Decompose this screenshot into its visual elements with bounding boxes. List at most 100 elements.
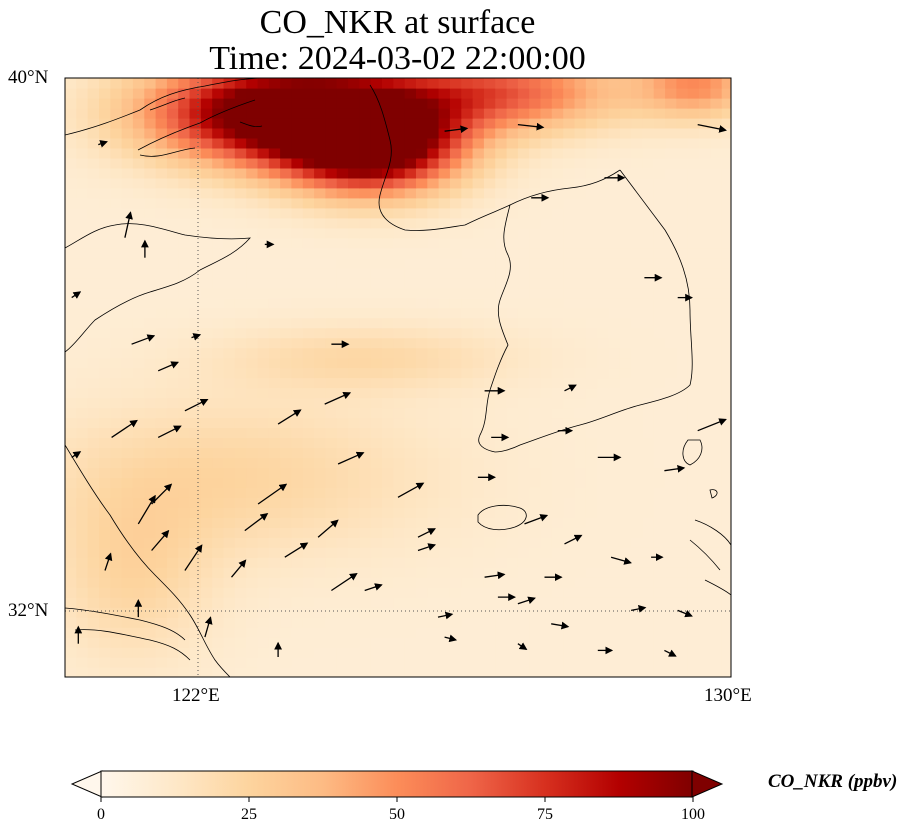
field-cell — [438, 217, 451, 229]
field-cell — [574, 467, 587, 478]
field-cell — [653, 627, 666, 638]
field-cell — [76, 667, 89, 677]
field-cell — [382, 637, 394, 648]
field-cell — [121, 577, 134, 588]
field-cell — [665, 267, 677, 279]
field-cell — [325, 78, 338, 89]
field-cell — [359, 237, 372, 249]
field-cell — [110, 427, 123, 438]
field-cell — [257, 557, 270, 568]
field-cell — [257, 597, 270, 608]
field-cell — [212, 417, 225, 428]
field-cell — [155, 357, 168, 369]
field-cell — [710, 197, 723, 209]
field-cell — [280, 247, 292, 259]
field-cell — [721, 287, 731, 299]
field-cell — [721, 197, 731, 209]
field-cell — [449, 217, 462, 229]
field-cell — [257, 517, 270, 528]
field-cell — [517, 587, 530, 598]
field-cell — [665, 657, 677, 668]
field-cell — [257, 547, 270, 558]
field-cell — [472, 267, 485, 279]
field-cell — [721, 147, 731, 159]
field-cell — [416, 417, 428, 428]
field-cell — [461, 367, 474, 379]
field-cell — [699, 88, 711, 99]
field-cell — [551, 317, 564, 329]
field-cell — [540, 397, 553, 409]
field-cell — [563, 537, 576, 548]
field-cell — [517, 337, 530, 349]
field-cell — [99, 417, 111, 428]
field-cell — [721, 637, 731, 648]
field-cell — [461, 207, 474, 219]
field-cell — [653, 487, 666, 498]
wind-arrow — [104, 552, 113, 571]
field-cell — [506, 88, 519, 99]
field-cell — [268, 627, 281, 638]
field-cell — [121, 237, 134, 249]
field-cell — [144, 227, 157, 239]
field-cell — [687, 157, 700, 169]
field-cell — [416, 127, 428, 139]
coastline-china-north — [65, 78, 266, 157]
field-cell — [506, 197, 519, 209]
field-cell — [495, 78, 508, 79]
field-cell — [517, 357, 530, 369]
field-cell — [223, 457, 236, 468]
field-cell — [359, 207, 372, 219]
field-cell — [642, 88, 655, 99]
field-cell — [665, 457, 677, 468]
field-cell — [99, 527, 111, 538]
field-cell — [291, 567, 304, 578]
field-cell — [370, 227, 383, 239]
field-cell — [438, 447, 451, 458]
field-cell — [506, 637, 519, 648]
field-cell — [438, 627, 451, 638]
field-cell — [189, 108, 202, 119]
field-cell — [382, 177, 394, 189]
field-cell — [99, 567, 111, 578]
field-cell — [619, 197, 632, 209]
field-cell — [99, 207, 111, 219]
field-cell — [710, 217, 723, 229]
field-cell — [427, 247, 440, 259]
field-cell — [382, 557, 394, 568]
field-cell — [653, 497, 666, 508]
field-cell — [461, 557, 474, 568]
field-cell — [325, 347, 338, 359]
field-cell — [110, 227, 123, 239]
field-cell — [110, 597, 123, 608]
field-cell — [631, 327, 643, 339]
field-cell — [585, 307, 598, 319]
field-cell — [268, 427, 281, 438]
field-cell — [631, 98, 643, 109]
field-cell — [257, 527, 270, 538]
field-cell — [506, 127, 519, 139]
field-cell — [359, 637, 372, 648]
field-cell — [234, 477, 247, 488]
field-cell — [416, 98, 428, 109]
field-cell — [348, 617, 360, 628]
field-cell — [642, 257, 655, 269]
field-cell — [404, 447, 417, 458]
field-cell — [257, 537, 270, 548]
field-cell — [393, 407, 406, 419]
field-cell — [212, 227, 225, 239]
field-cell — [608, 227, 621, 239]
field-cell — [483, 627, 496, 638]
field-cell — [212, 147, 225, 159]
field-cell — [291, 387, 304, 399]
field-cell — [529, 257, 542, 269]
field-cell — [427, 277, 440, 289]
field-cell — [132, 147, 145, 159]
field-cell — [359, 327, 372, 339]
field-cell — [336, 78, 349, 79]
field-cell — [597, 357, 609, 369]
field-cell — [393, 517, 406, 528]
field-cell — [257, 447, 270, 458]
field-cell — [144, 297, 157, 309]
field-cell — [155, 157, 168, 169]
field-cell — [597, 577, 609, 588]
